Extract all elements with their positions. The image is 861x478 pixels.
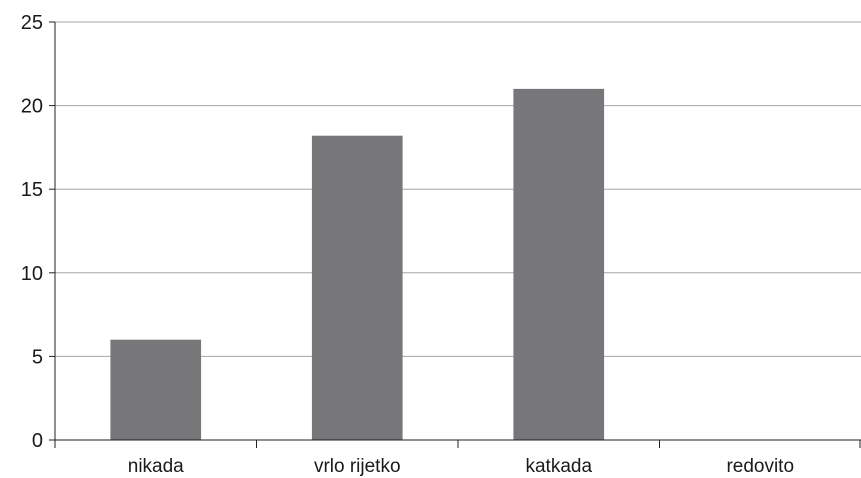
- x-tick-label: nikada: [128, 456, 184, 477]
- y-tick-label: 5: [32, 346, 43, 368]
- y-tick-label: 20: [21, 96, 43, 118]
- axis-labels: 0 5 10 15 20 25 nikada vrlo rijetko katkada redov…: [21, 12, 794, 477]
- axes: [49, 21, 861, 448]
- x-tick-label: katkada: [525, 456, 592, 477]
- bar-nikada: [110, 339, 202, 440]
- gridlines: [55, 21, 861, 357]
- bar-vrlo-rijetko: [311, 135, 403, 441]
- bars: [110, 88, 605, 441]
- bar-katkada: [513, 88, 605, 440]
- y-tick-label: 25: [21, 12, 43, 34]
- x-tick-label: redovito: [726, 456, 794, 477]
- y-tick-label: 10: [21, 263, 43, 285]
- y-tick-label: 0: [32, 430, 43, 452]
- y-tick-label: 15: [21, 179, 43, 201]
- x-tick-label: vrlo rijetko: [314, 456, 401, 477]
